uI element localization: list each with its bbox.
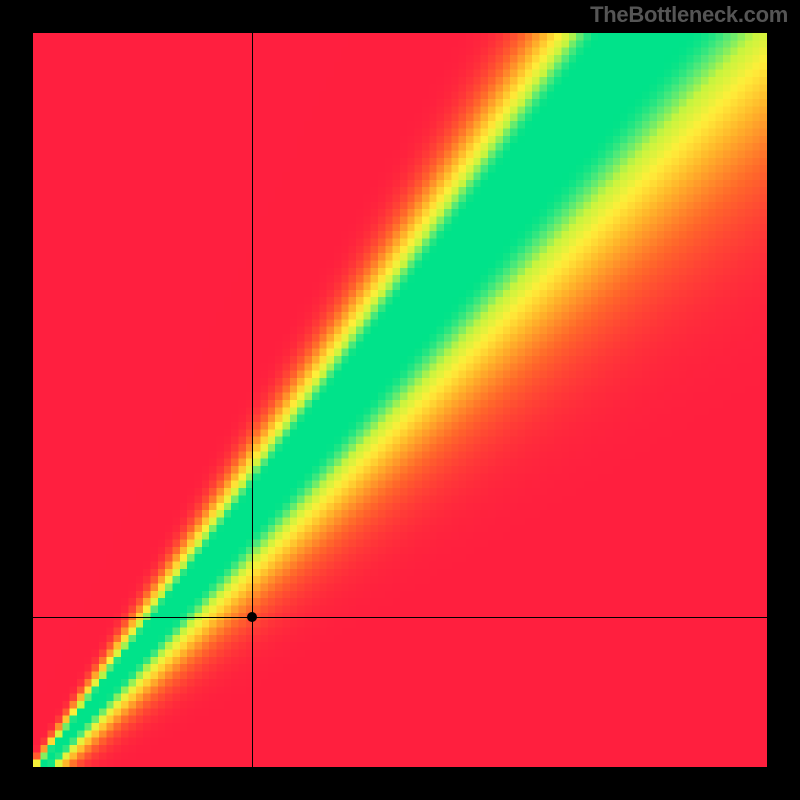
figure-container: TheBottleneck.com [0, 0, 800, 800]
watermark-text: TheBottleneck.com [590, 2, 788, 28]
heatmap-canvas [33, 33, 767, 767]
